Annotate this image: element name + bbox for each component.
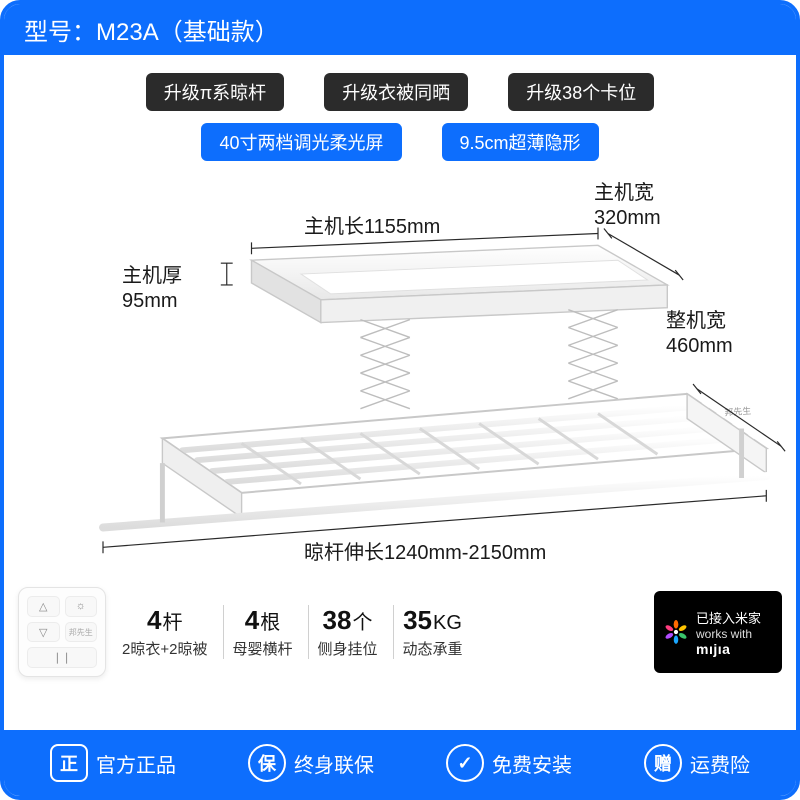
specs-row: △ ☼ ▽ 邦先生 ❘❘ 4杆 2晾衣+2晾被 4根 母婴横杆 38个 侧身挂位… (4, 587, 796, 677)
spec-slots: 38个 侧身挂位 (308, 605, 385, 659)
badge-warranty-icon: 保 (248, 744, 286, 782)
feature-tags-blue: 40寸两档调光柔光屏 9.5cm超薄隐形 (4, 123, 796, 161)
drying-rack: 邦先生 (103, 394, 766, 528)
scissor-lift (360, 310, 617, 409)
feature-tags-dark: 升级π系晾杆 升级衣被同晒 升级38个卡位 (4, 73, 796, 111)
footer-shipping: 赠 运费险 (644, 744, 750, 782)
tag-dark-0: 升级π系晾杆 (146, 73, 284, 111)
remote-btn-down-icon: ▽ (27, 622, 60, 643)
remote-btn-pause-icon: ❘❘ (27, 647, 97, 668)
mijia-line3: mıjıa (696, 641, 761, 657)
dim-main-length: 主机长1155mm (304, 215, 440, 240)
spec-rods: 4杆 2晾衣+2晾被 (114, 605, 215, 659)
dim-rod-extend: 晾杆伸长1240mm-2150mm (304, 541, 546, 566)
remote-control: △ ☼ ▽ 邦先生 ❘❘ (18, 587, 106, 677)
spec-crossbars: 4根 母婴横杆 (223, 605, 300, 659)
tag-blue-1: 9.5cm超薄隐形 (442, 123, 599, 161)
tag-dark-2: 升级38个卡位 (508, 73, 654, 111)
tag-blue-0: 40寸两档调光柔光屏 (201, 123, 401, 161)
product-diagram: 邦先生 (4, 169, 796, 589)
dim-main-width: 主机宽320mm (594, 181, 661, 231)
remote-btn-up-icon: △ (27, 596, 60, 617)
dim-full-width: 整机宽460mm (666, 309, 733, 359)
main-unit (252, 245, 668, 322)
product-card: 型号：M23A（基础款） 升级π系晾杆 升级衣被同晒 升级38个卡位 40寸两档… (0, 0, 800, 800)
footer-warranty: 保 终身联保 (248, 744, 374, 782)
mijia-line1: 已接入米家 (696, 608, 761, 627)
mijia-line2: works with (696, 627, 761, 641)
guarantee-footer: 正 官方正品 保 终身联保 ✓ 免费安装 赠 运费险 (4, 730, 796, 796)
mijia-icon (662, 618, 690, 646)
remote-btn-brand: 邦先生 (65, 622, 98, 643)
model-label: 型号： (24, 19, 96, 46)
badge-install-icon: ✓ (446, 744, 484, 782)
dim-main-thick: 主机厚95mm (122, 264, 182, 314)
model-value: M23A（基础款） (96, 19, 279, 46)
mijia-badge: 已接入米家 works with mıjıa (654, 591, 782, 673)
footer-install: ✓ 免费安装 (446, 744, 572, 782)
spec-load: 35KG 动态承重 (393, 605, 470, 659)
footer-authentic: 正 官方正品 (50, 744, 176, 782)
badge-authentic-icon: 正 (50, 744, 88, 782)
model-header: 型号：M23A（基础款） (4, 4, 796, 55)
badge-shipping-icon: 赠 (644, 744, 682, 782)
brand-label: 邦先生 (724, 405, 752, 418)
tag-dark-1: 升级衣被同晒 (324, 73, 468, 111)
remote-btn-light-icon: ☼ (65, 596, 98, 617)
